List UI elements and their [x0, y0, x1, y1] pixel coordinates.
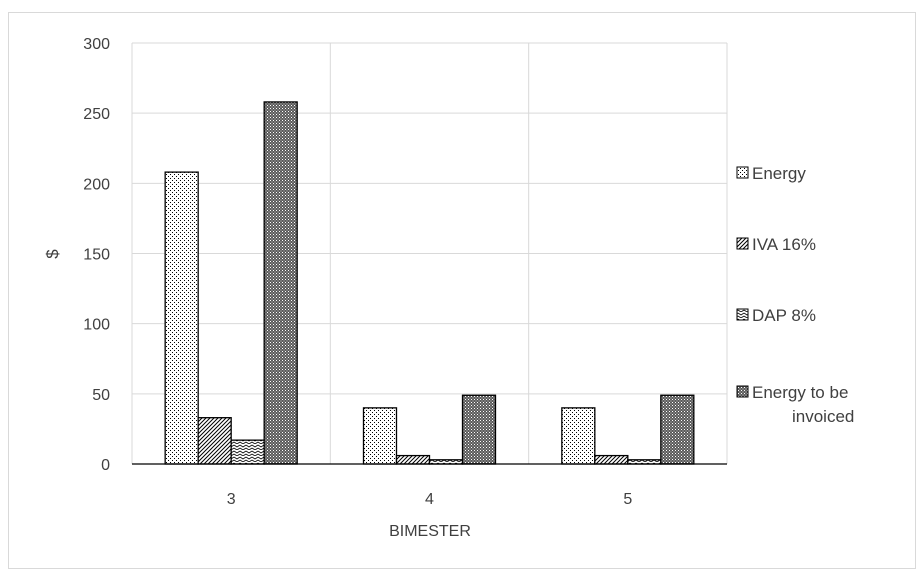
gridlines [131, 42, 728, 465]
y-tick-label: 50 [92, 387, 110, 404]
bar-iva-16--3 [197, 417, 232, 465]
legend-label: Energy to be [752, 383, 848, 402]
y-tick-label: 250 [83, 106, 110, 123]
bar-energy-5 [561, 407, 596, 465]
y-tick-label: 0 [101, 457, 110, 474]
legend-label: invoiced [792, 407, 854, 426]
legend-swatch [736, 308, 749, 321]
x-axis-ticks: 3 4 5 [227, 491, 633, 508]
y-axis-label: $ [43, 249, 62, 259]
bar-iva-16--4 [395, 454, 431, 465]
x-tick-label: 4 [425, 491, 434, 508]
y-tick-label: 150 [83, 247, 110, 264]
bar-dap-8--3 [230, 439, 265, 465]
x-axis-label: BIMESTER [389, 523, 471, 540]
legend: Energy IVA 16% DAP 8% Energy to be invoiced [736, 164, 854, 426]
bar-energy-3 [164, 171, 199, 465]
y-tick-label: 200 [83, 176, 110, 193]
x-tick-label: 5 [623, 491, 632, 508]
bar-energy-to-be-invoiced-5 [660, 394, 695, 465]
legend-label: IVA 16% [752, 235, 816, 254]
x-tick-label: 3 [227, 491, 236, 508]
legend-swatch [736, 166, 749, 179]
y-axis-ticks: 0 50 100 150 200 250 300 [83, 36, 110, 474]
y-tick-label: 100 [83, 317, 110, 334]
legend-label: DAP 8% [752, 306, 816, 325]
bar-energy-4 [362, 407, 398, 465]
legend-swatch [736, 237, 749, 250]
y-tick-label: 300 [83, 36, 110, 53]
bar-series [132, 101, 727, 465]
bar-energy-to-be-invoiced-3 [263, 101, 298, 465]
legend-swatch [736, 385, 749, 398]
legend-label: Energy [752, 164, 806, 183]
chart-area [8, 12, 916, 569]
bar-iva-16--5 [594, 454, 629, 465]
bar-energy-to-be-invoiced-4 [461, 394, 497, 465]
